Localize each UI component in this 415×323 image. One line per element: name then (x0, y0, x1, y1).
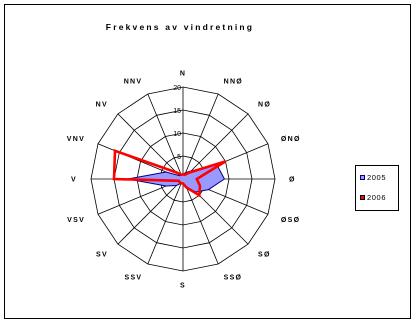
direction-label-7: SSØ (224, 274, 243, 281)
direction-label-8: S (180, 283, 186, 290)
direction-label-2: NØ (258, 102, 271, 109)
series-2006-line (112, 148, 227, 198)
direction-label-11: VSV (67, 217, 85, 224)
spoke-line (147, 178, 184, 265)
tick-label-15: 15 (173, 108, 181, 115)
chart-title: Frekvens av vindretning (105, 22, 255, 32)
spoke-line (182, 93, 219, 180)
tick-label-5: 5 (177, 154, 181, 161)
legend-item-2006: 2006 (360, 193, 386, 202)
legend-label-2005: 2005 (367, 173, 387, 182)
direction-label-6: SØ (258, 252, 271, 259)
direction-label-9: SSV (124, 274, 142, 281)
spoke-line (117, 113, 184, 180)
legend-label-2006: 2006 (367, 193, 387, 202)
legend-item-2005: 2005 (360, 173, 386, 182)
direction-label-0: N (180, 71, 186, 78)
spoke-line (182, 113, 249, 180)
direction-label-12: V (71, 177, 77, 184)
spoke-line (117, 178, 184, 245)
direction-label-14: NV (96, 102, 108, 109)
spoke-line (147, 93, 184, 180)
tick-label-20: 20 (173, 85, 181, 92)
direction-label-15: NNV (124, 79, 143, 86)
legend-swatch-2005 (360, 175, 365, 180)
direction-label-4: Ø (289, 177, 296, 184)
direction-label-1: NNØ (224, 79, 243, 86)
direction-label-10: SV (96, 252, 108, 259)
direction-label-3: ØNØ (281, 136, 301, 143)
legend-swatch-2006 (360, 195, 365, 200)
direction-label-5: ØSØ (281, 217, 300, 224)
direction-label-13: VNV (67, 136, 85, 143)
legend: 2005 2006 (355, 165, 399, 211)
tick-label-10: 10 (173, 131, 181, 138)
spoke-line (182, 178, 219, 265)
series-2005-area (127, 164, 226, 193)
